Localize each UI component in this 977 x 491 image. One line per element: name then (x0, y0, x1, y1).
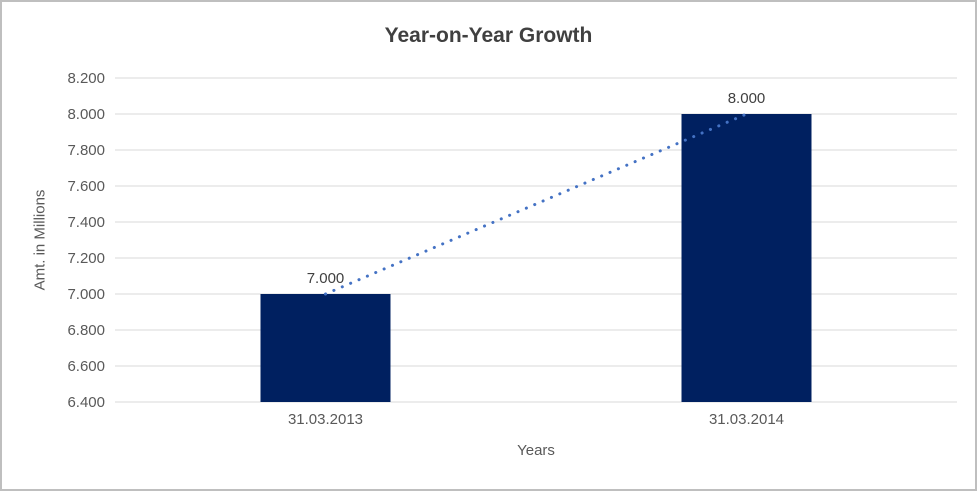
data-label: 8.000 (728, 90, 766, 107)
chart-title: Year-on-Year Growth (384, 24, 593, 47)
x-axis-title: Years (517, 442, 555, 459)
y-tick-label: 8.200 (67, 70, 105, 87)
y-tick-label: 6.800 (67, 322, 105, 339)
y-tick-label: 6.400 (67, 394, 105, 411)
y-tick-label: 7.000 (67, 286, 105, 303)
bar (260, 294, 391, 402)
x-tick-label: 31.03.2013 (288, 411, 363, 428)
y-tick-label: 7.600 (67, 178, 105, 195)
trendline (324, 112, 748, 296)
y-tick-label: 7.200 (67, 250, 105, 267)
y-tick-label: 7.800 (67, 142, 105, 159)
y-tick-label: 8.000 (67, 106, 105, 123)
data-label: 7.000 (307, 270, 345, 287)
bar (681, 114, 812, 402)
y-tick-label: 7.400 (67, 214, 105, 231)
y-tick-label: 6.600 (67, 358, 105, 375)
x-tick-label: 31.03.2014 (709, 411, 784, 428)
